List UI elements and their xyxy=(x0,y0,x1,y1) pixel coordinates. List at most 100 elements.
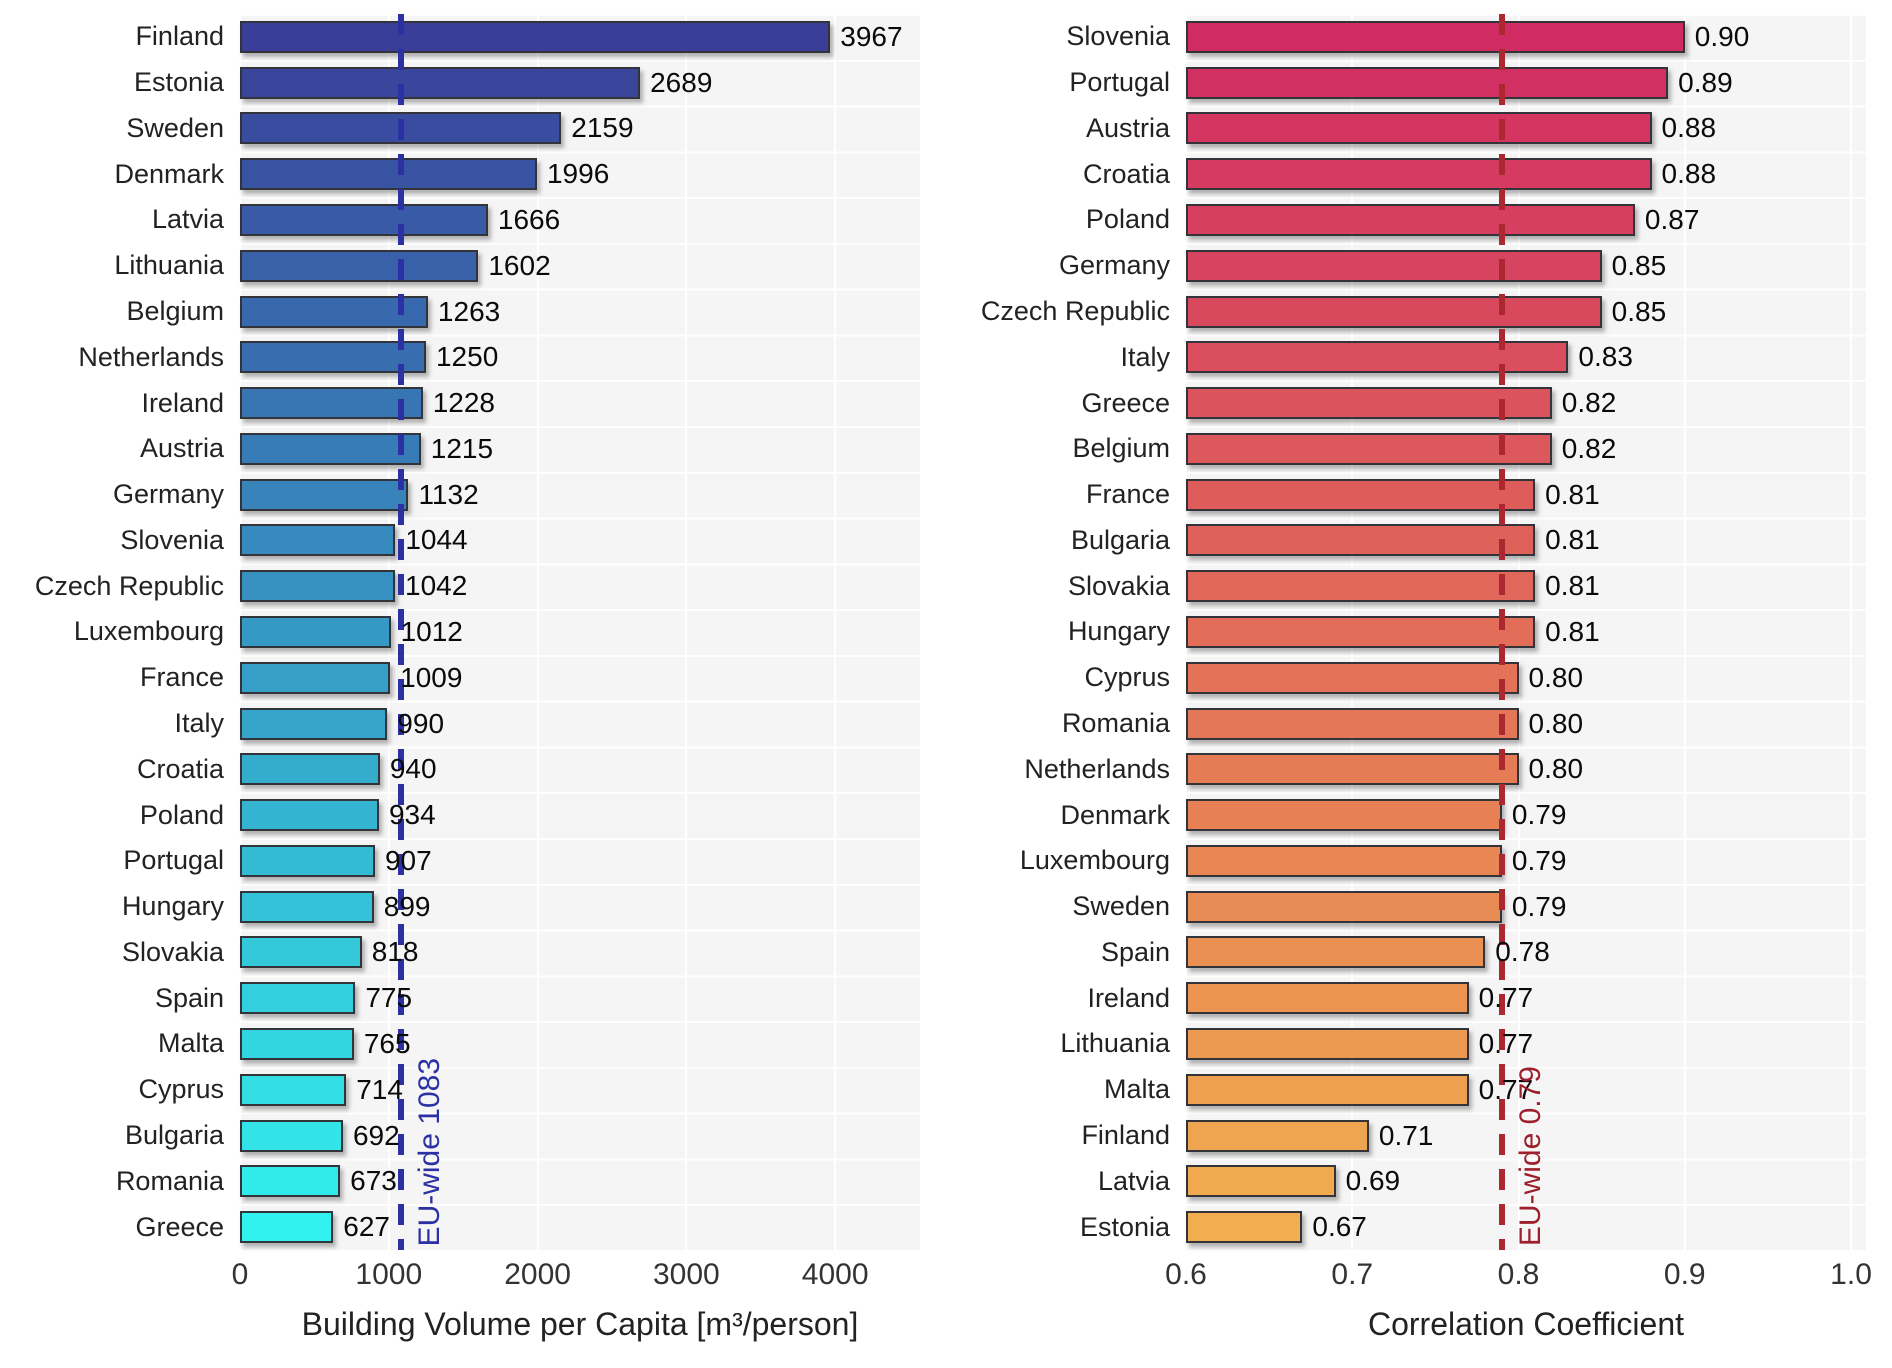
value-label-germany: 0.85 xyxy=(1611,249,1667,281)
value-label-portugal: 0.89 xyxy=(1678,66,1733,98)
value-label-bulgaria: 692 xyxy=(352,1119,400,1151)
value-label-croatia: 0.88 xyxy=(1661,158,1717,190)
eu-wide-refline xyxy=(398,14,405,1250)
bar-latvia xyxy=(240,204,488,236)
category-label-malta: Malta xyxy=(1103,1074,1170,1105)
value-label-luxembourg: 1012 xyxy=(400,615,463,647)
bar-italy xyxy=(240,707,388,740)
category-label-germany: Germany xyxy=(1058,250,1170,281)
category-label-ireland: Ireland xyxy=(141,387,224,418)
value-label-slovenia: 0.90 xyxy=(1694,20,1750,52)
category-label-finland: Finland xyxy=(1081,1120,1170,1151)
value-label-ireland: 0.77 xyxy=(1478,982,1534,1014)
bar-greece xyxy=(240,1211,334,1244)
value-label-cyprus: 0.80 xyxy=(1528,661,1584,693)
value-label-estonia: 0.67 xyxy=(1312,1211,1367,1243)
bar-bulgaria xyxy=(240,1119,343,1152)
bar-hungary xyxy=(240,890,374,923)
bar-ireland xyxy=(240,387,423,420)
value-label-spain: 0.78 xyxy=(1495,936,1550,968)
bar-bulgaria xyxy=(1186,524,1536,557)
x-tick-1-0: 1.0 xyxy=(1830,1258,1872,1291)
category-label-romania: Romania xyxy=(115,1165,224,1196)
value-label-france: 0.81 xyxy=(1545,478,1600,510)
bar-poland xyxy=(1186,204,1635,236)
value-label-luxembourg: 0.79 xyxy=(1511,844,1567,876)
value-label-slovakia: 818 xyxy=(371,936,419,968)
value-label-malta: 765 xyxy=(363,1027,411,1059)
category-label-czech-republic: Czech Republic xyxy=(34,570,224,601)
category-label-france: France xyxy=(1085,479,1170,510)
bar-belgium xyxy=(240,295,428,328)
gridline xyxy=(536,14,539,1250)
category-label-greece: Greece xyxy=(135,1211,224,1242)
bar-czech-republic xyxy=(240,570,396,603)
category-label-croatia: Croatia xyxy=(136,753,224,784)
category-label-france: France xyxy=(139,662,224,693)
value-label-lithuania: 1602 xyxy=(488,249,551,281)
bar-romania xyxy=(240,1165,341,1198)
x-tick-3000: 3000 xyxy=(653,1258,720,1291)
category-label-netherlands: Netherlands xyxy=(1024,753,1170,784)
value-label-estonia: 2689 xyxy=(650,66,713,98)
category-label-malta: Malta xyxy=(157,1028,224,1059)
value-label-belgium: 1263 xyxy=(437,295,501,327)
category-label-lithuania: Lithuania xyxy=(1060,1028,1170,1059)
value-label-romania: 673 xyxy=(350,1165,397,1197)
category-label-cyprus: Cyprus xyxy=(138,1074,224,1105)
category-label-estonia: Estonia xyxy=(1079,1211,1170,1242)
category-label-sweden: Sweden xyxy=(1072,891,1170,922)
value-label-spain: 775 xyxy=(365,982,413,1014)
value-label-poland: 934 xyxy=(388,799,436,831)
bar-finland xyxy=(1186,1119,1369,1152)
category-label-denmark: Denmark xyxy=(114,158,224,189)
category-label-portugal: Portugal xyxy=(1069,67,1170,98)
bar-latvia xyxy=(1186,1165,1336,1198)
gridline xyxy=(685,14,688,1250)
gridline xyxy=(1850,14,1853,1250)
category-label-luxembourg: Luxembourg xyxy=(1019,845,1170,876)
bar-ireland xyxy=(1186,982,1469,1015)
x-tick-0-7: 0.7 xyxy=(1331,1258,1374,1291)
bar-estonia xyxy=(240,66,641,99)
bar-sweden xyxy=(1186,890,1502,923)
category-label-luxembourg: Luxembourg xyxy=(73,616,224,647)
value-label-croatia: 940 xyxy=(389,753,437,785)
value-label-netherlands: 1250 xyxy=(435,341,499,373)
bar-romania xyxy=(1186,707,1519,740)
value-label-germany: 1132 xyxy=(418,478,479,510)
category-label-austria: Austria xyxy=(139,433,224,464)
bar-germany xyxy=(1186,249,1602,282)
category-label-czech-republic: Czech Republic xyxy=(980,296,1170,327)
x-tick-2000: 2000 xyxy=(504,1258,571,1291)
value-label-sweden: 2159 xyxy=(571,112,634,144)
value-label-malta: 0.77 xyxy=(1478,1073,1534,1105)
value-label-poland: 0.87 xyxy=(1644,203,1700,235)
bar-czech-republic xyxy=(1186,295,1602,328)
bar-poland xyxy=(240,799,379,832)
bar-netherlands xyxy=(240,341,426,374)
eu-wide-refline xyxy=(1498,14,1505,1250)
value-label-hungary: 0.81 xyxy=(1545,615,1600,647)
value-label-finland: 3967 xyxy=(840,20,903,52)
value-label-latvia: 0.69 xyxy=(1345,1165,1401,1197)
bar-denmark xyxy=(240,158,537,191)
category-label-romania: Romania xyxy=(1061,708,1170,739)
x-tick-0-8: 0.8 xyxy=(1497,1258,1540,1291)
bar-cyprus xyxy=(240,1073,347,1106)
value-label-france: 1009 xyxy=(400,661,463,693)
value-label-cyprus: 714 xyxy=(356,1073,403,1105)
x-tick-0-6: 0.6 xyxy=(1165,1258,1207,1291)
eu-wide-annotation: EU-wide 1083 xyxy=(413,1057,447,1246)
category-label-netherlands: Netherlands xyxy=(78,341,224,372)
bar-portugal xyxy=(1186,66,1669,99)
x-tick-0: 0 xyxy=(231,1258,249,1291)
bar-luxembourg xyxy=(1186,844,1502,877)
bar-croatia xyxy=(1186,158,1652,191)
value-label-czech-republic: 1042 xyxy=(405,570,468,602)
bar-austria xyxy=(1186,112,1652,145)
value-label-sweden: 0.79 xyxy=(1511,890,1567,922)
value-label-greece: 627 xyxy=(343,1211,390,1243)
category-label-sweden: Sweden xyxy=(126,112,224,143)
